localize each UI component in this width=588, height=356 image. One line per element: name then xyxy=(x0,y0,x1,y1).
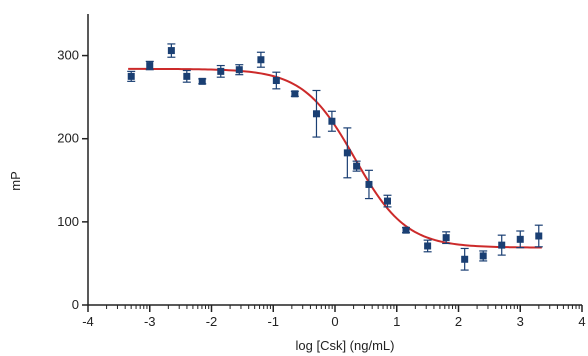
data-point xyxy=(216,64,225,78)
point-marker xyxy=(235,66,243,74)
x-axis-title: log [Csk] (ng/mL) xyxy=(296,338,395,353)
y-tick-label: 0 xyxy=(72,297,79,312)
point-marker xyxy=(127,72,135,80)
x-tick-label: 1 xyxy=(393,314,400,329)
x-tick-label: -3 xyxy=(144,314,156,329)
fit-curve xyxy=(128,67,542,249)
x-tick-label: -1 xyxy=(267,314,279,329)
x-tick-label: 4 xyxy=(578,314,585,329)
data-point xyxy=(312,89,321,138)
point-marker xyxy=(291,90,299,98)
point-marker xyxy=(146,62,154,70)
point-marker xyxy=(167,47,175,55)
point-marker xyxy=(365,180,373,188)
data-point xyxy=(327,110,336,132)
data-point xyxy=(182,69,191,83)
point-marker xyxy=(383,197,391,205)
x-tick-label: -2 xyxy=(206,314,218,329)
data-points-layer xyxy=(127,43,543,271)
point-marker xyxy=(424,242,432,250)
point-marker xyxy=(442,234,450,242)
point-marker xyxy=(516,235,524,243)
y-axis-title: mP xyxy=(8,171,23,191)
point-marker xyxy=(328,117,336,125)
point-marker xyxy=(183,72,191,80)
point-marker xyxy=(272,77,280,85)
x-tick-label: 3 xyxy=(517,314,524,329)
point-marker xyxy=(353,162,361,170)
data-point xyxy=(272,71,281,90)
x-tick-label: 2 xyxy=(455,314,462,329)
data-point xyxy=(290,90,299,98)
point-marker xyxy=(257,56,265,64)
data-point xyxy=(460,247,469,271)
data-point xyxy=(402,226,411,234)
data-point xyxy=(127,70,136,82)
data-point xyxy=(343,127,352,179)
x-tick-label: -4 xyxy=(82,314,94,329)
data-point xyxy=(383,194,392,208)
data-point xyxy=(442,231,451,245)
y-tick-label: 300 xyxy=(57,48,79,63)
data-point xyxy=(256,51,265,68)
data-point xyxy=(145,60,154,71)
data-point xyxy=(479,250,488,262)
axes: 0 100 200 300 -4 -3 -2 -1 0 1 2 3 4 xyxy=(57,14,586,329)
fit-curve-layer xyxy=(128,67,542,249)
point-marker xyxy=(479,252,487,260)
x-tick-label: 0 xyxy=(331,314,338,329)
data-point xyxy=(534,224,543,248)
data-point xyxy=(198,77,207,85)
point-marker xyxy=(343,149,351,157)
data-point xyxy=(497,234,506,256)
data-point xyxy=(364,169,373,200)
data-point xyxy=(423,239,432,253)
point-marker xyxy=(535,232,543,240)
data-point xyxy=(352,160,361,172)
data-point xyxy=(235,64,244,76)
point-marker xyxy=(198,77,206,85)
y-tick-label: 100 xyxy=(57,214,79,229)
point-marker xyxy=(402,226,410,234)
point-marker xyxy=(498,241,506,249)
point-marker xyxy=(461,255,469,263)
y-tick-label: 200 xyxy=(57,131,79,146)
data-point xyxy=(516,230,525,249)
point-marker xyxy=(312,110,320,118)
data-point xyxy=(167,43,176,58)
point-marker xyxy=(217,67,225,75)
